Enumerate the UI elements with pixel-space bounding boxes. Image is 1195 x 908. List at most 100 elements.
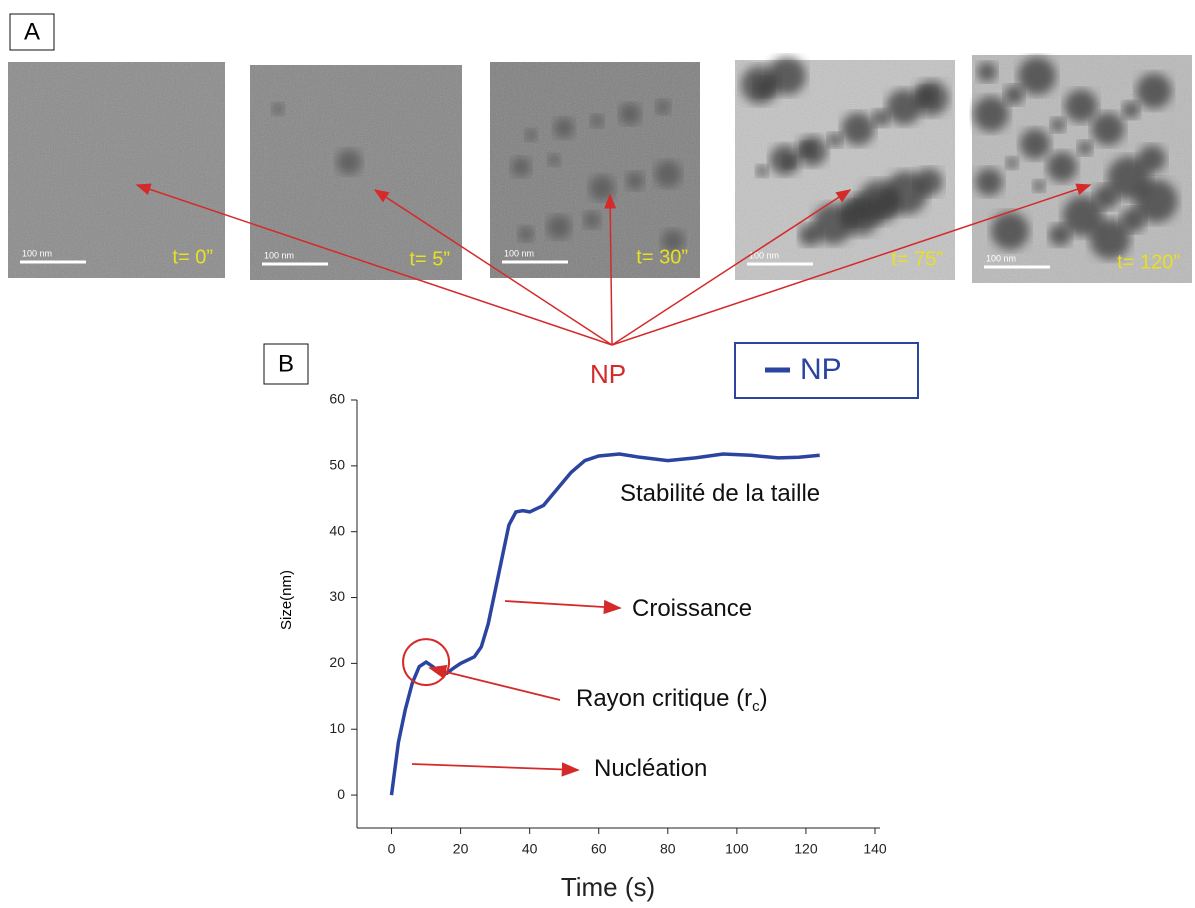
particle	[661, 229, 685, 253]
tem-noise	[250, 65, 462, 280]
particle	[553, 117, 575, 139]
particle	[886, 89, 922, 125]
particle	[583, 211, 601, 229]
np-label: NP	[590, 359, 626, 389]
particle	[1050, 117, 1066, 133]
particle	[917, 86, 937, 106]
x-tick-label: 140	[863, 841, 887, 857]
y-tick-label: 50	[329, 457, 345, 473]
np-arrow	[373, 189, 613, 346]
critical-circle	[402, 638, 451, 687]
particle	[769, 144, 801, 176]
y-tick-label: 0	[337, 786, 345, 802]
annotation: Rayon critique (rc)	[576, 685, 768, 715]
panel-label-box	[263, 343, 309, 385]
particle	[1019, 128, 1051, 160]
particle	[1091, 112, 1125, 146]
scale-label: 100 nm	[264, 250, 294, 260]
particle	[518, 226, 534, 242]
particle	[827, 132, 843, 148]
panel-label: A	[24, 18, 40, 45]
legend-label: NP	[800, 353, 842, 386]
particle	[1046, 151, 1078, 183]
particle	[655, 99, 671, 115]
x-tick-label: 80	[660, 841, 676, 857]
np-arrow	[611, 189, 852, 346]
annotation-text: Nucléation	[594, 755, 707, 782]
particle	[1064, 89, 1098, 123]
x-tick-label: 40	[522, 841, 538, 857]
scale-label: 100 nm	[749, 250, 779, 260]
particle	[756, 165, 768, 177]
annotation-suffix: )	[760, 685, 768, 712]
panel-label-box	[9, 13, 55, 51]
y-tick-label: 60	[329, 391, 345, 407]
tem-noise	[8, 62, 225, 278]
x-tick-label: 100	[725, 841, 749, 857]
particle	[1107, 156, 1151, 200]
y-tick-label: 30	[329, 588, 345, 604]
particle	[857, 180, 901, 224]
particle	[977, 62, 997, 82]
x-tick-label: 20	[453, 841, 469, 857]
particle	[973, 96, 1009, 132]
time-label: t= 30”	[636, 246, 688, 268]
particle	[1136, 73, 1172, 109]
time-label: t= 120”	[1117, 251, 1180, 273]
particle	[1077, 140, 1093, 156]
scale-label: 100 nm	[22, 248, 52, 258]
particle	[1062, 195, 1104, 237]
particle	[619, 103, 641, 125]
y-axis-label: Size(nm)	[278, 570, 295, 630]
np-arrow	[604, 193, 617, 346]
annotation-arrow	[411, 762, 580, 777]
particle	[812, 203, 854, 245]
x-tick-label: 60	[591, 841, 607, 857]
annotation-arrow	[504, 599, 622, 615]
np-arrow	[135, 183, 613, 346]
y-tick-label: 40	[329, 522, 345, 538]
time-label: t= 0”	[172, 246, 213, 268]
particle	[654, 160, 682, 188]
annotation-subscript: c	[752, 698, 760, 715]
particle	[1089, 218, 1131, 260]
particle	[872, 109, 890, 127]
time-label: t= 5”	[409, 248, 450, 270]
particle	[1138, 145, 1166, 173]
annotation: Nucléation	[594, 755, 707, 782]
particle	[915, 168, 943, 196]
particle	[1122, 101, 1140, 119]
particle	[1033, 180, 1045, 192]
particle	[975, 168, 1003, 196]
annotation-text: Stabilité de la taille	[620, 480, 820, 507]
x-axis-label: Time (s)	[561, 872, 655, 902]
particle	[336, 149, 362, 175]
x-tick-label: 0	[388, 841, 396, 857]
particle	[547, 215, 571, 239]
x-tick-label: 120	[794, 841, 818, 857]
particle	[1018, 57, 1056, 95]
y-tick-label: 20	[329, 654, 345, 670]
scale-label: 100 nm	[986, 253, 1016, 263]
particle	[590, 114, 604, 128]
particle	[741, 66, 779, 104]
annotation-text: Croissance	[632, 595, 752, 622]
particle	[589, 175, 615, 201]
annotation: Stabilité de la taille	[620, 480, 820, 507]
annotation-text: Rayon critique (r	[576, 685, 752, 712]
particle	[525, 129, 537, 141]
panel-label: B	[278, 350, 294, 377]
particle	[548, 154, 560, 166]
annotation: Croissance	[632, 595, 752, 622]
particle	[511, 157, 531, 177]
particle	[272, 103, 284, 115]
particle	[841, 112, 875, 146]
y-tick-label: 10	[329, 720, 345, 736]
particle	[1048, 223, 1072, 247]
particle	[1004, 85, 1024, 105]
data-line	[389, 452, 820, 796]
scale-label: 100 nm	[504, 248, 534, 258]
particle	[1006, 157, 1018, 169]
time-label: t= 75”	[891, 248, 943, 270]
